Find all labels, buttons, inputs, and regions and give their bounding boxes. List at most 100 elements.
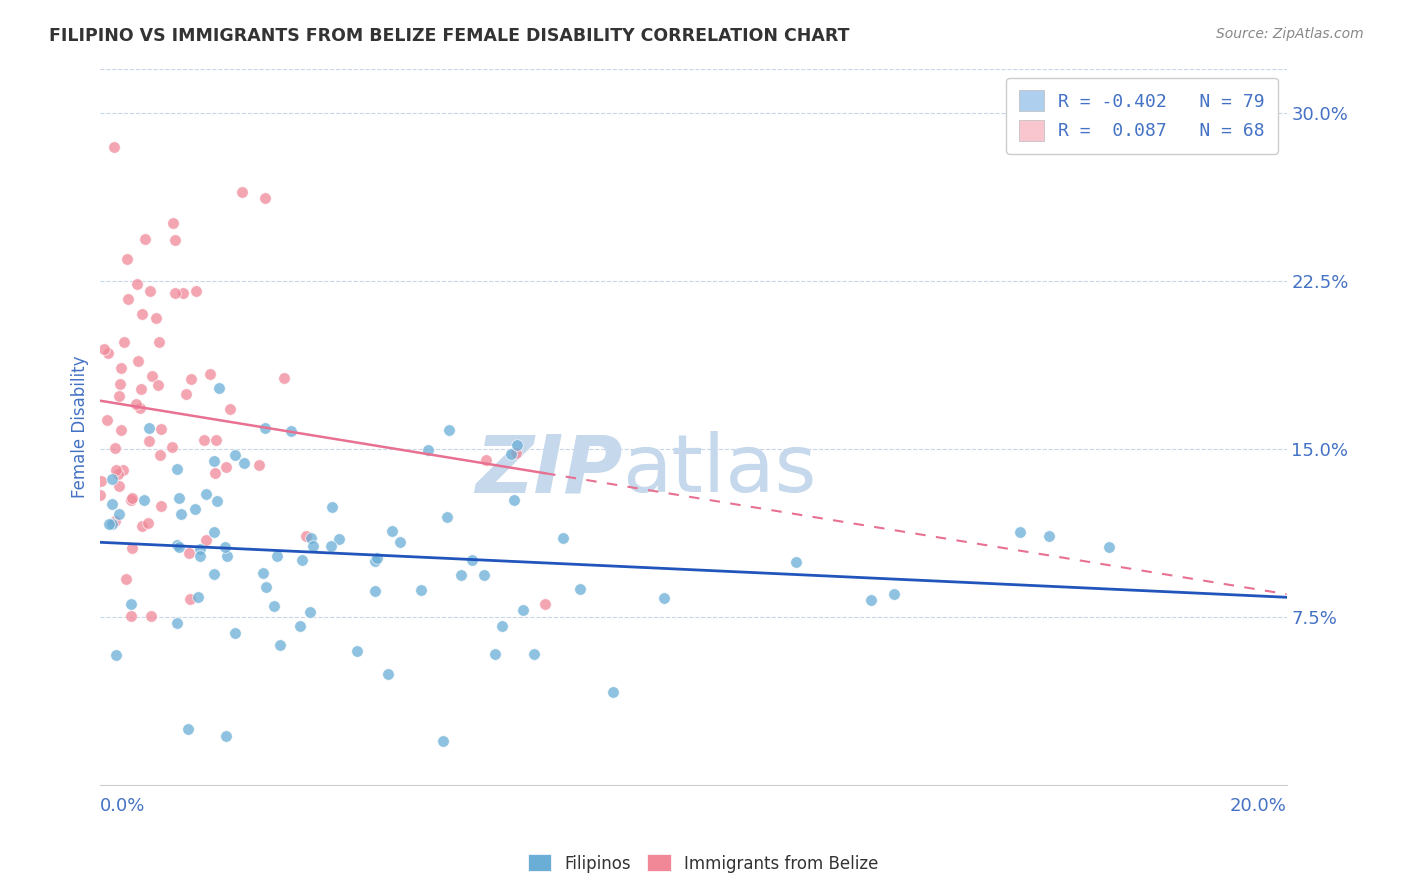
Point — [569, 582, 592, 597]
Point — [475, 453, 498, 467]
Point — [117, 252, 139, 266]
Point — [249, 458, 271, 472]
Point — [366, 550, 388, 565]
Point — [364, 553, 387, 567]
Point — [273, 371, 295, 385]
Point — [188, 541, 211, 556]
Point — [149, 422, 172, 436]
Point — [128, 401, 150, 415]
Point — [785, 555, 807, 569]
Point — [200, 367, 222, 381]
Point — [183, 501, 205, 516]
Point — [167, 540, 190, 554]
Point — [254, 580, 277, 594]
Y-axis label: Female Disability: Female Disability — [72, 356, 89, 499]
Point — [149, 448, 172, 462]
Point — [266, 549, 288, 564]
Point — [295, 529, 318, 543]
Point — [101, 472, 124, 486]
Point — [506, 438, 529, 452]
Point — [103, 140, 125, 154]
Point — [110, 424, 132, 438]
Point — [860, 592, 883, 607]
Point — [120, 492, 142, 507]
Point — [125, 277, 148, 291]
Point — [523, 648, 546, 662]
Legend: Filipinos, Immigrants from Belize: Filipinos, Immigrants from Belize — [520, 847, 886, 880]
Point — [883, 587, 905, 601]
Point — [205, 433, 228, 447]
Point — [208, 381, 231, 395]
Point — [145, 311, 167, 326]
Point — [120, 597, 142, 611]
Point — [104, 462, 127, 476]
Point — [127, 354, 149, 368]
Point — [254, 421, 277, 435]
Point — [169, 491, 191, 505]
Point — [141, 368, 163, 383]
Point — [108, 389, 131, 403]
Point — [139, 609, 162, 624]
Point — [112, 334, 135, 349]
Point — [437, 423, 460, 437]
Point — [129, 382, 152, 396]
Point — [179, 546, 201, 560]
Point — [1098, 540, 1121, 554]
Point — [195, 486, 218, 500]
Point — [202, 524, 225, 539]
Point — [381, 524, 404, 538]
Point — [346, 644, 368, 658]
Point — [117, 292, 139, 306]
Point — [131, 307, 153, 321]
Point — [436, 510, 458, 524]
Point — [131, 519, 153, 533]
Point — [280, 424, 302, 438]
Point — [136, 516, 159, 530]
Point — [652, 591, 675, 606]
Point — [1008, 525, 1031, 540]
Point — [169, 507, 191, 521]
Point — [319, 539, 342, 553]
Point — [432, 733, 454, 747]
Point — [215, 459, 238, 474]
Point — [1038, 529, 1060, 543]
Point — [450, 568, 472, 582]
Point — [162, 215, 184, 229]
Point — [512, 603, 534, 617]
Point — [166, 538, 188, 552]
Point — [104, 514, 127, 528]
Point — [89, 488, 111, 502]
Point — [204, 467, 226, 481]
Point — [107, 478, 129, 492]
Point — [179, 591, 201, 606]
Point — [503, 493, 526, 508]
Point — [389, 535, 412, 549]
Point — [299, 605, 322, 619]
Point — [263, 599, 285, 613]
Point — [97, 516, 120, 531]
Point — [288, 618, 311, 632]
Point — [166, 615, 188, 630]
Point — [301, 539, 323, 553]
Point — [134, 232, 156, 246]
Point — [505, 446, 527, 460]
Point — [148, 334, 170, 349]
Point — [328, 532, 350, 546]
Point — [96, 413, 118, 427]
Point — [165, 285, 187, 300]
Point — [90, 474, 112, 488]
Point — [461, 553, 484, 567]
Point — [215, 729, 238, 743]
Text: 20.0%: 20.0% — [1230, 797, 1286, 814]
Point — [150, 500, 173, 514]
Point — [291, 553, 314, 567]
Point — [138, 434, 160, 449]
Point — [107, 467, 129, 482]
Point — [125, 397, 148, 411]
Point — [219, 401, 242, 416]
Point — [132, 493, 155, 508]
Point — [534, 597, 557, 611]
Point — [202, 567, 225, 582]
Point — [104, 441, 127, 455]
Point — [120, 609, 142, 624]
